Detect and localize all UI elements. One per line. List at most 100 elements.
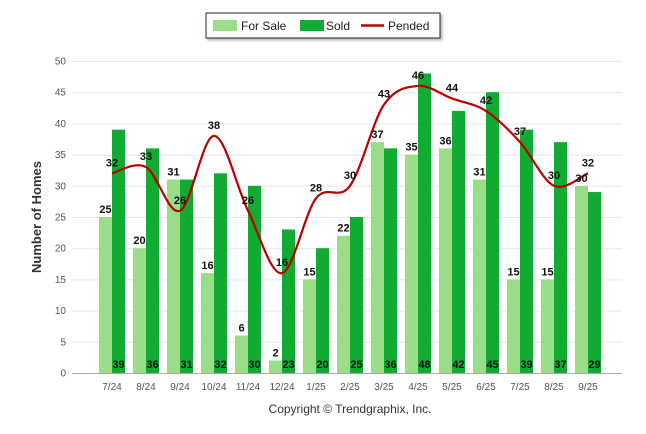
y-tick-label: 50 [55, 57, 67, 68]
y-tick-label: 15 [55, 275, 67, 286]
data-label-sold: 32 [214, 359, 226, 371]
x-tick-label: 3/25 [374, 382, 394, 393]
data-labels: 25 39 20 36 31 31 16 32 6 30 2 23 15 20 22 25 37 36 35 48 36… [99, 70, 600, 371]
x-tick-label: 6/25 [476, 382, 496, 393]
bar-sold [112, 129, 125, 373]
data-label-sold: 30 [248, 359, 260, 371]
x-tick-label: 11/24 [236, 382, 261, 393]
pended-line [111, 84, 589, 275]
data-label-sold: 36 [384, 359, 396, 371]
data-label-pended: 26 [174, 195, 186, 207]
data-label-for-sale: 25 [99, 204, 111, 216]
data-label-for-sale: 31 [167, 167, 179, 179]
bar-for-sale [439, 148, 452, 373]
data-label-pended: 46 [412, 70, 424, 82]
data-label-pended: 38 [208, 120, 220, 132]
data-label-for-sale: 31 [473, 167, 485, 179]
bar-sold [316, 248, 329, 373]
legend-swatch-sold [300, 20, 324, 31]
bar-for-sale [405, 154, 418, 373]
y-tick-label: 25 [55, 213, 67, 224]
data-label-sold: 39 [112, 359, 124, 371]
data-label-sold: 42 [452, 359, 464, 371]
data-label-pended: 16 [276, 257, 288, 269]
data-label-pended: 30 [548, 170, 560, 182]
data-label-pended: 42 [480, 95, 492, 107]
bar-sold [486, 92, 499, 373]
y-tick-label: 5 [60, 337, 66, 348]
x-tick-label: 7/24 [102, 382, 122, 393]
data-label-pended: 43 [378, 89, 390, 101]
data-label-pended: 28 [310, 182, 322, 194]
bar-for-sale [269, 360, 282, 373]
x-tick-label: 9/24 [170, 382, 190, 393]
bar-for-sale [575, 185, 588, 373]
data-label-sold: 29 [588, 359, 600, 371]
y-tick-label: 45 [55, 88, 67, 99]
bar-for-sale [371, 142, 384, 373]
x-tick-label: 5/25 [442, 382, 462, 393]
data-label-sold: 25 [350, 359, 362, 371]
legend-swatch-for-sale [213, 20, 237, 31]
bar-for-sale [133, 248, 146, 373]
data-label-sold: 31 [180, 359, 192, 371]
bar-sold [418, 73, 431, 373]
x-tick-label: 9/25 [578, 382, 598, 393]
y-tick-label: 10 [55, 306, 67, 317]
bar-for-sale [507, 279, 520, 373]
bar-sold [588, 192, 601, 373]
data-label-sold: 48 [418, 359, 430, 371]
bar-for-sale [167, 179, 180, 373]
data-label-for-sale: 30 [575, 173, 587, 185]
y-tick-label: 30 [55, 181, 67, 192]
data-label-pended: 44 [446, 82, 459, 94]
x-tick-label: 8/25 [544, 382, 564, 393]
bar-for-sale [235, 335, 248, 373]
bar-sold [214, 173, 227, 373]
y-tick-label: 0 [60, 369, 66, 380]
data-label-sold: 36 [146, 359, 158, 371]
data-label-for-sale: 2 [272, 348, 278, 360]
data-label-sold: 45 [486, 359, 498, 371]
x-tick-label: 10/24 [201, 382, 226, 393]
bar-for-sale [201, 273, 214, 373]
data-label-sold: 39 [520, 359, 532, 371]
y-tick-label: 35 [55, 150, 67, 161]
data-label-for-sale: 37 [371, 129, 383, 141]
axes: 0 5 10 15 20 25 30 35 40 45 50 7/24 8/24 9/24 10/24 11/… [55, 57, 622, 393]
data-label-for-sale: 16 [201, 260, 213, 272]
bar-for-sale [473, 179, 486, 373]
bar-sold [350, 217, 363, 373]
bar-sold [554, 142, 567, 373]
pended-line-layer [111, 84, 589, 275]
data-label-for-sale: 15 [507, 266, 519, 278]
x-tick-label: 2/25 [340, 382, 360, 393]
y-axis-title: Number of Homes [29, 161, 44, 273]
data-label-sold: 20 [316, 359, 328, 371]
bar-sold [452, 110, 465, 374]
x-tick-label: 1/25 [306, 382, 326, 393]
data-label-for-sale: 35 [405, 142, 417, 154]
legend-label-for-sale: For Sale [241, 19, 287, 33]
data-label-for-sale: 20 [133, 235, 145, 247]
legend-label-pended: Pended [388, 19, 429, 33]
legend: For Sale Sold Pended [205, 12, 441, 39]
x-tick-label: 8/24 [136, 382, 156, 393]
legend-label-sold: Sold [326, 19, 350, 33]
bar-for-sale [541, 279, 554, 373]
data-label-pended: 30 [344, 170, 356, 182]
bar-for-sale [337, 235, 350, 373]
bar-for-sale [303, 279, 316, 373]
data-label-sold: 23 [282, 359, 294, 371]
x-tick-label: 12/24 [269, 382, 294, 393]
copyright-credit: Copyright © Trendgraphix, Inc. [269, 402, 432, 416]
data-label-for-sale: 6 [238, 323, 244, 335]
bar-sold [180, 179, 193, 373]
bar-for-sale [99, 217, 112, 373]
y-tick-label: 20 [55, 244, 67, 255]
y-tick-label: 40 [55, 119, 67, 130]
bar-sold [520, 129, 533, 373]
bar-sold [146, 148, 159, 373]
